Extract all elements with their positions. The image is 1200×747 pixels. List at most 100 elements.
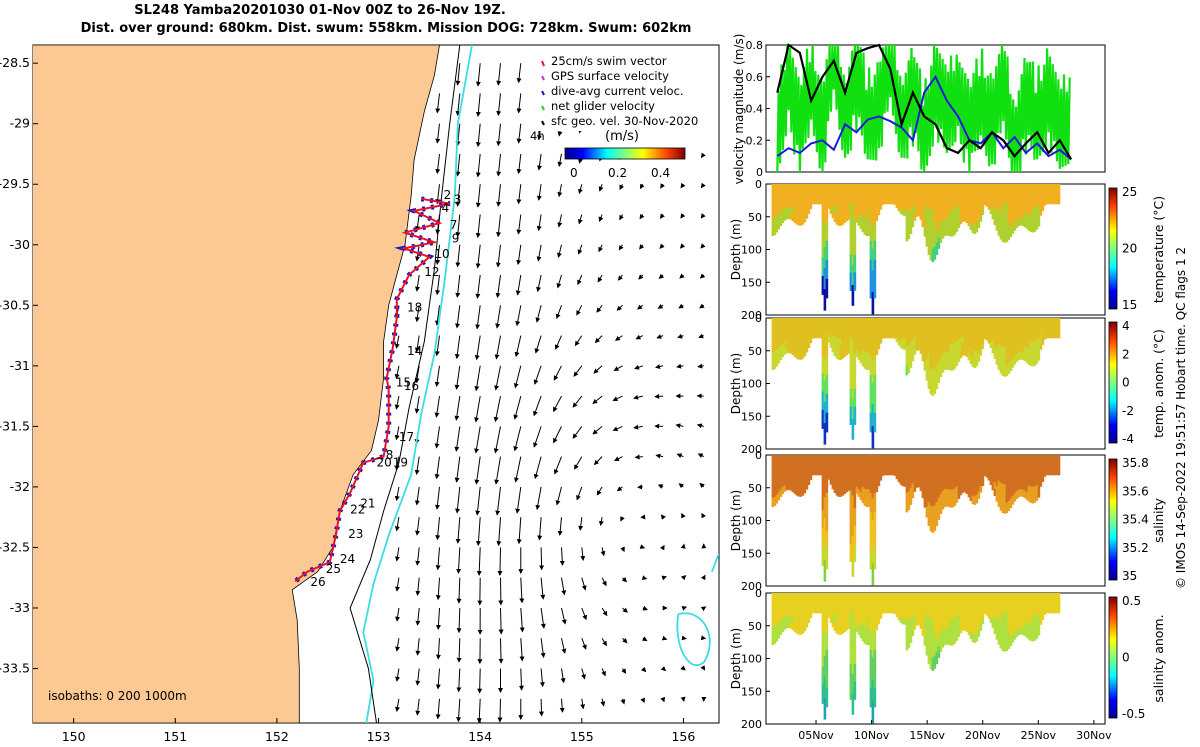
section-cell [901,333,905,339]
section-cell [1051,334,1055,339]
section-cell [807,198,811,205]
section-cell [785,318,789,325]
velocity-arrow [498,638,504,664]
section-cell [863,609,867,619]
section-cell [1007,193,1011,203]
section-cell [1025,477,1029,486]
section-cell [889,197,893,201]
section-cell [869,240,873,261]
section-cell [1011,318,1015,327]
section-cell [825,278,829,299]
section-cell [789,604,793,612]
section-cell [781,461,785,469]
section-cell [987,463,991,469]
section-cell [847,484,851,491]
section-cell [777,600,781,609]
section-x-tick-label: 15Nov [909,729,945,742]
velocity-arrow [596,486,603,496]
section-cell [869,492,873,513]
section-cell [845,623,849,631]
map-colorbar [564,147,686,160]
section-cell [865,218,869,228]
section-cell [1007,482,1011,493]
section-cell [975,223,979,233]
section-cell [805,483,809,490]
section-cell [865,209,869,219]
section-cell [985,321,989,326]
section-cell [785,616,789,623]
colorbar-tick-label: 0 [1122,651,1130,665]
section-cell [1013,470,1017,479]
section-cell [969,325,973,334]
section-cell [801,331,805,339]
section-cell [825,374,829,395]
section-cell [821,220,825,240]
section-cell [853,272,857,291]
section-cell [955,333,959,343]
section-cell [1001,184,1005,195]
section-cell [839,593,843,601]
velocity-arrow [561,638,567,654]
section-cell [849,628,853,647]
velocity-arrow [581,638,587,650]
section-cell [985,325,989,330]
section-cell [933,246,937,260]
section-cell [943,601,947,611]
section-cell [967,190,971,199]
section-cell [913,184,917,191]
section-cell [843,487,847,494]
section-cell [953,480,957,490]
section-cell [829,593,833,599]
section-cell [1003,222,1007,234]
section-cell [951,343,955,354]
section-cell [891,471,895,476]
section-cell [835,613,839,621]
section-cell [1013,341,1017,350]
section-cell [777,206,781,215]
day-label: 15 [396,375,411,389]
section-cell [1017,489,1021,498]
section-cell [927,640,931,653]
section-cell [877,209,881,216]
section-cell [789,347,793,354]
section-cell [827,605,831,610]
section-cell [801,461,805,469]
section-cell [823,518,827,540]
section-cell [881,190,885,195]
section-cell [823,205,827,227]
section-cell [1003,484,1007,495]
section-cell [1043,472,1047,477]
section-cell [991,610,995,617]
section-cell [785,460,789,468]
section-cell [809,593,813,598]
section-cell [997,472,1001,482]
section-cell [823,539,827,561]
section-cell [811,609,815,614]
section-cell [957,476,961,485]
section-cell [935,593,939,606]
section-cell [935,341,939,354]
section-cell [889,458,893,463]
section-cell [961,467,965,475]
section-cell [917,328,921,335]
section-cell [879,593,883,598]
section-cell [897,197,901,203]
section-cell [993,345,997,353]
section-cell [981,618,985,625]
section-cell [1055,321,1059,326]
section-cell [1029,616,1033,626]
section-cell [943,352,947,362]
section-cell [963,190,967,197]
section-cell [1037,325,1041,333]
section-cell [801,593,805,601]
day-label: 3 [454,193,462,207]
section-cell [837,593,841,601]
section-cell [869,649,873,670]
section-cell [969,630,973,640]
section-cell [881,461,885,466]
section-cell [921,476,925,484]
section-cell [887,596,891,601]
section-cell [843,196,847,204]
section-cell [885,461,889,466]
section-cell [961,196,965,204]
